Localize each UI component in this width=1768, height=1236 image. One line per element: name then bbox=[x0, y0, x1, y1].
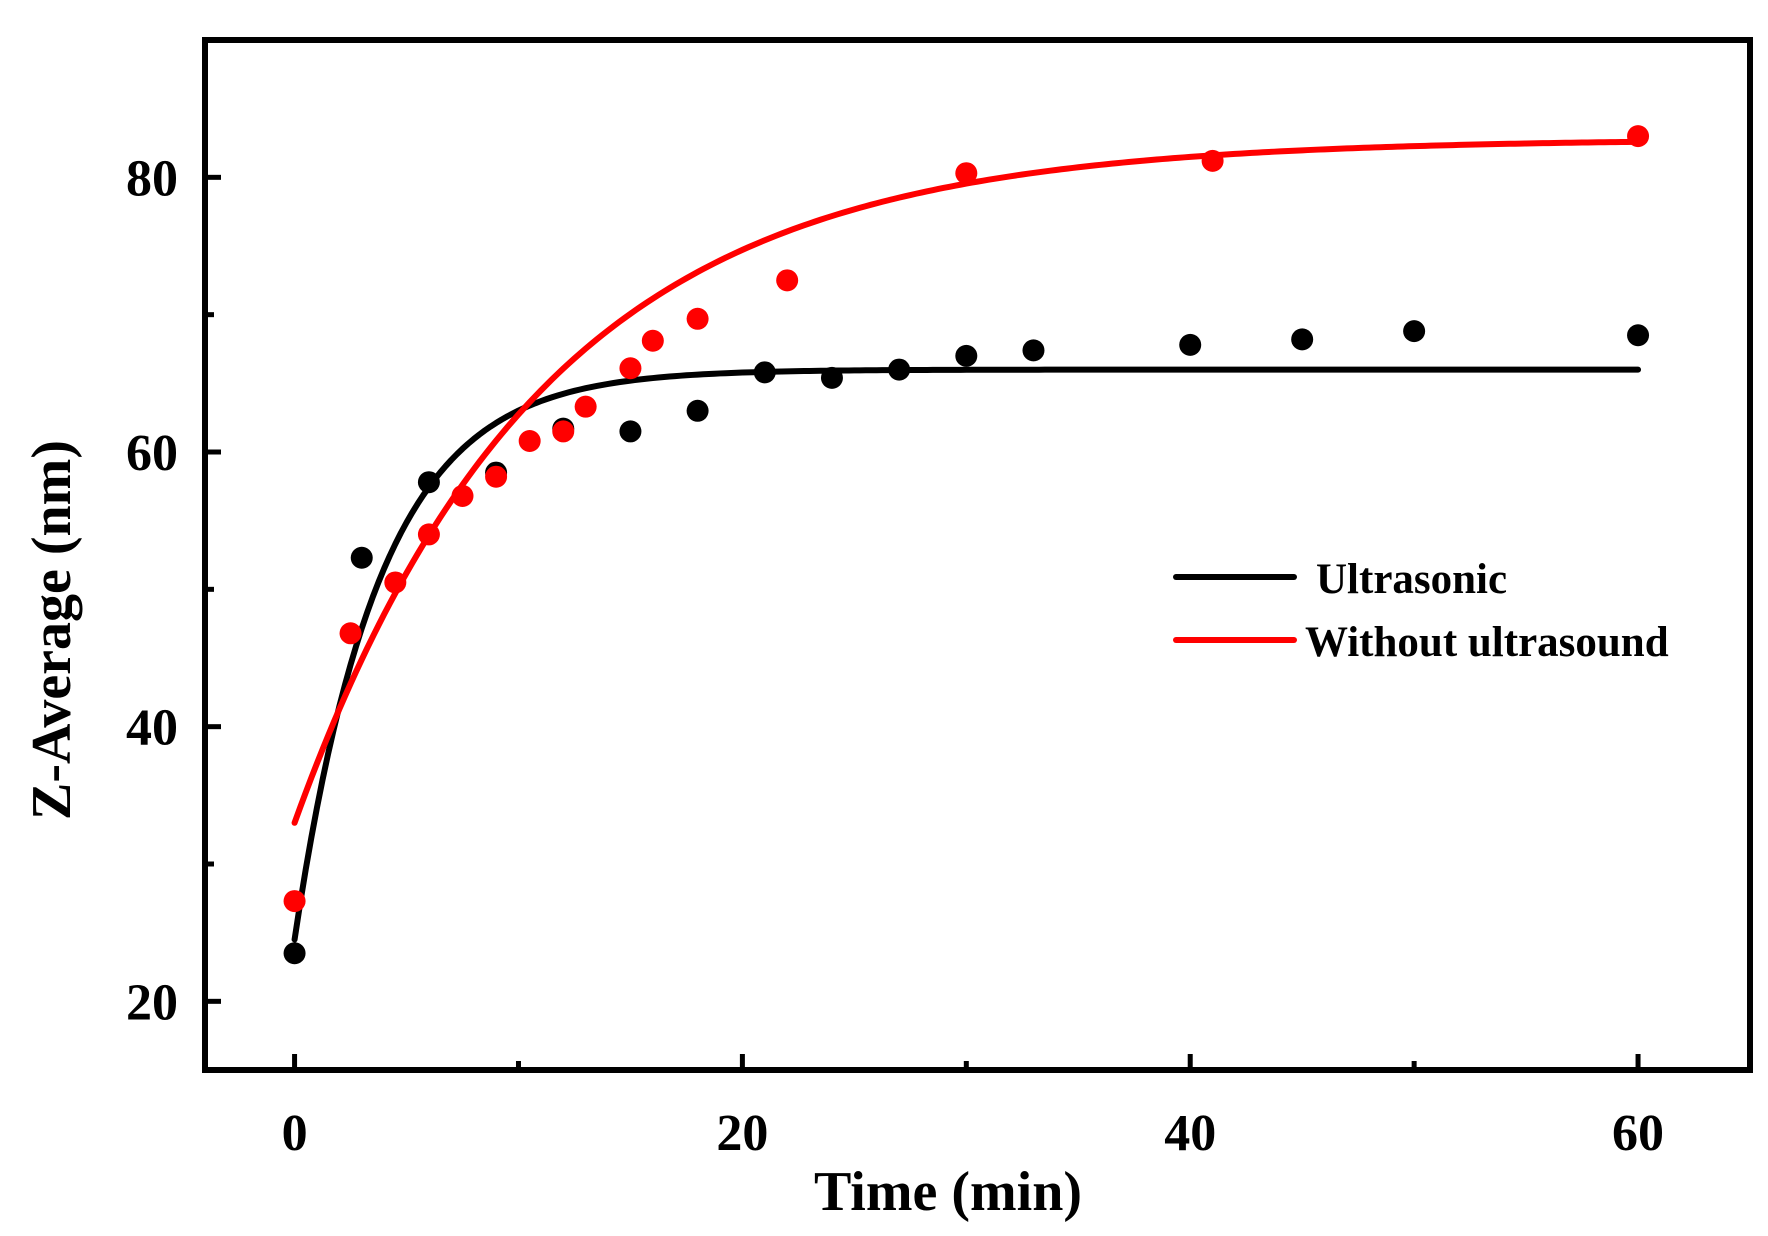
x-tick-label-40: 40 bbox=[1164, 1105, 1216, 1162]
x-tick-label-0: 0 bbox=[282, 1105, 308, 1162]
point-ultrasonic-6 bbox=[686, 399, 709, 422]
point-without-ultrasound-6 bbox=[518, 430, 541, 453]
y-tick-label-20: 20 bbox=[126, 974, 178, 1031]
point-ultrasonic-0 bbox=[283, 942, 306, 965]
fit-lines bbox=[291, 138, 1642, 943]
axis-ticks bbox=[205, 174, 1641, 1070]
point-without-ultrasound-11 bbox=[686, 307, 709, 330]
point-ultrasonic-10 bbox=[955, 344, 978, 367]
point-without-ultrasound-12 bbox=[776, 269, 799, 292]
legend-label-without-ultrasound: Without ultrasound bbox=[1305, 619, 1669, 666]
point-ultrasonic-12 bbox=[1179, 333, 1202, 356]
point-without-ultrasound-14 bbox=[1201, 149, 1224, 172]
point-ultrasonic-7 bbox=[753, 361, 776, 384]
point-ultrasonic-5 bbox=[619, 420, 642, 443]
point-ultrasonic-14 bbox=[1403, 320, 1426, 343]
y-tick-label-60: 60 bbox=[126, 425, 178, 482]
x-tick-label-60: 60 bbox=[1612, 1105, 1664, 1162]
point-ultrasonic-1 bbox=[350, 546, 373, 569]
point-ultrasonic-13 bbox=[1291, 328, 1314, 351]
data-points bbox=[283, 125, 1650, 965]
point-without-ultrasound-15 bbox=[1627, 125, 1650, 148]
point-without-ultrasound-4 bbox=[451, 484, 474, 507]
point-without-ultrasound-7 bbox=[552, 420, 575, 443]
legend-label-ultrasonic: Ultrasonic bbox=[1316, 556, 1507, 603]
x-tick-label-20: 20 bbox=[716, 1105, 768, 1162]
point-without-ultrasound-2 bbox=[384, 571, 407, 594]
point-without-ultrasound-13 bbox=[955, 162, 978, 185]
plot-frame bbox=[202, 37, 1753, 1073]
point-without-ultrasound-8 bbox=[574, 395, 597, 418]
y-axis-title: Z-Average (nm) bbox=[21, 440, 83, 820]
point-without-ultrasound-0 bbox=[283, 890, 306, 913]
point-ultrasonic-8 bbox=[820, 366, 843, 389]
point-without-ultrasound-9 bbox=[619, 357, 642, 380]
point-ultrasonic-15 bbox=[1627, 324, 1650, 347]
point-ultrasonic-11 bbox=[1022, 339, 1045, 362]
legend: Ultrasonic Without ultrasound bbox=[1173, 556, 1669, 666]
point-without-ultrasound-10 bbox=[641, 329, 664, 352]
point-ultrasonic-9 bbox=[888, 358, 911, 381]
y-tick-label-80: 80 bbox=[126, 150, 178, 207]
x-axis-title: Time (min) bbox=[814, 1161, 1082, 1223]
point-without-ultrasound-1 bbox=[339, 622, 362, 645]
point-without-ultrasound-5 bbox=[485, 465, 508, 488]
y-tick-label-40: 40 bbox=[126, 700, 178, 757]
point-ultrasonic-2 bbox=[417, 471, 440, 494]
axis-tick-labels: 0 20 40 60 20 40 60 80 bbox=[126, 150, 1664, 1162]
point-without-ultrasound-3 bbox=[417, 523, 440, 546]
